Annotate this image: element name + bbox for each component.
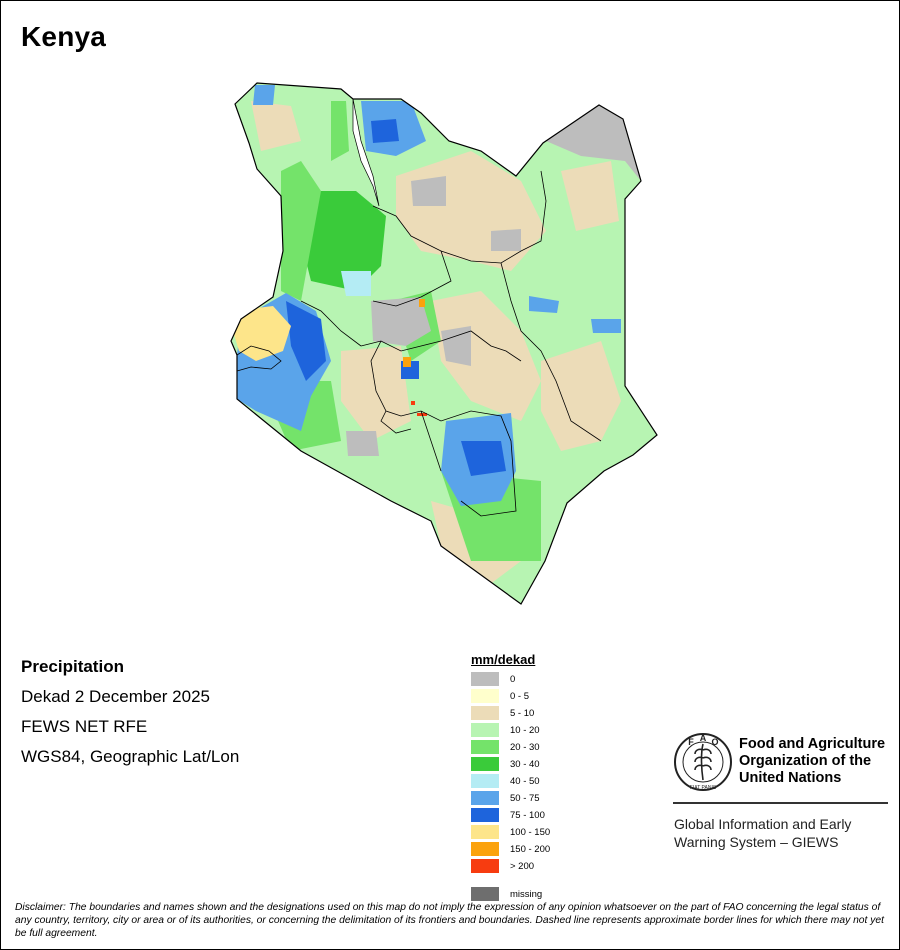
projection: WGS84, Geographic Lat/Lon <box>21 747 240 766</box>
legend-label: 50 - 75 <box>510 792 540 804</box>
legend-label: 0 <box>510 673 516 685</box>
legend-item-5-10: 5 - 10 <box>471 706 534 720</box>
legend-swatch <box>471 808 499 822</box>
legend-swatch <box>471 791 499 805</box>
fao-logo-motto: FIAT PANIS <box>690 785 717 791</box>
legend-item-30-40: 30 - 40 <box>471 757 540 771</box>
legend-title: mm/dekad <box>471 652 536 667</box>
legend-item-40-50: 40 - 50 <box>471 774 540 788</box>
legend-item-missing: missing <box>471 887 542 901</box>
lake-victoria-shore <box>236 345 282 372</box>
legend-item-75-100: 75 - 100 <box>471 808 545 822</box>
legend-label: 10 - 20 <box>510 724 540 736</box>
legend-label: 0 - 5 <box>510 690 530 702</box>
legend-swatch <box>471 723 499 737</box>
legend-swatch <box>471 842 499 856</box>
legend-label: > 200 <box>510 860 535 872</box>
data-source: FEWS NET RFE <box>21 717 148 736</box>
legend-swatch <box>471 706 499 720</box>
legend-item-20-30: 20 - 30 <box>471 740 540 754</box>
legend-label: 30 - 40 <box>510 758 540 770</box>
legend-item-0-5: 0 - 5 <box>471 689 529 703</box>
legend-label: 5 - 10 <box>510 707 535 719</box>
disclaimer: Disclaimer: The boundaries and names sho… <box>15 902 884 939</box>
legend-label: 40 - 50 <box>510 775 540 787</box>
raster-zones-150-200 <box>403 299 425 367</box>
legend-swatch <box>471 887 499 901</box>
legend-label: 150 - 200 <box>510 843 551 855</box>
country-title: Kenya <box>21 21 107 52</box>
kenya-border <box>230 82 658 605</box>
kenya-precipitation-map <box>230 82 658 605</box>
legend-item-200-plus: > 200 <box>471 859 534 873</box>
legend-label: 20 - 30 <box>510 741 540 753</box>
legend-item-0: 0 <box>471 672 515 686</box>
legend-swatch <box>471 689 499 703</box>
raster-zones-0 <box>346 105 641 456</box>
map-variable-title: Precipitation <box>21 657 124 676</box>
raster-zones-100-150 <box>233 306 291 361</box>
legend-swatch <box>471 757 499 771</box>
legend-swatch <box>471 859 499 873</box>
legend-item-100-150: 100 - 150 <box>471 825 550 839</box>
fao-logo-letter: A <box>700 733 707 743</box>
legend-swatch <box>471 672 499 686</box>
map-period: Dekad 2 December 2025 <box>21 687 211 706</box>
fao-logo-letter: F <box>688 737 694 747</box>
legend-swatch <box>471 825 499 839</box>
giews-program-name: Global Information and Early Warning Sys… <box>674 816 852 850</box>
legend-item-10-20: 10 - 20 <box>471 723 540 737</box>
raster-zones-40-50 <box>341 271 371 296</box>
fao-logo-icon: F A O FIAT PANIS <box>674 733 732 791</box>
fao-logo-letter: O <box>711 737 718 747</box>
legend-swatch <box>471 740 499 754</box>
fao-organization-name: Food and Agriculture Organization of the… <box>739 736 886 786</box>
admin-boundaries <box>300 170 602 517</box>
rainfall-raster <box>231 83 657 604</box>
legend-swatch <box>471 774 499 788</box>
legend-label: 75 - 100 <box>510 809 545 821</box>
lake-turkana-shore <box>352 98 380 207</box>
legend-item-50-75: 50 - 75 <box>471 791 540 805</box>
legend-label: 100 - 150 <box>510 826 551 838</box>
legend-label: missing <box>510 888 543 900</box>
legend-item-150-200: 150 - 200 <box>471 842 550 856</box>
divider <box>673 802 888 804</box>
